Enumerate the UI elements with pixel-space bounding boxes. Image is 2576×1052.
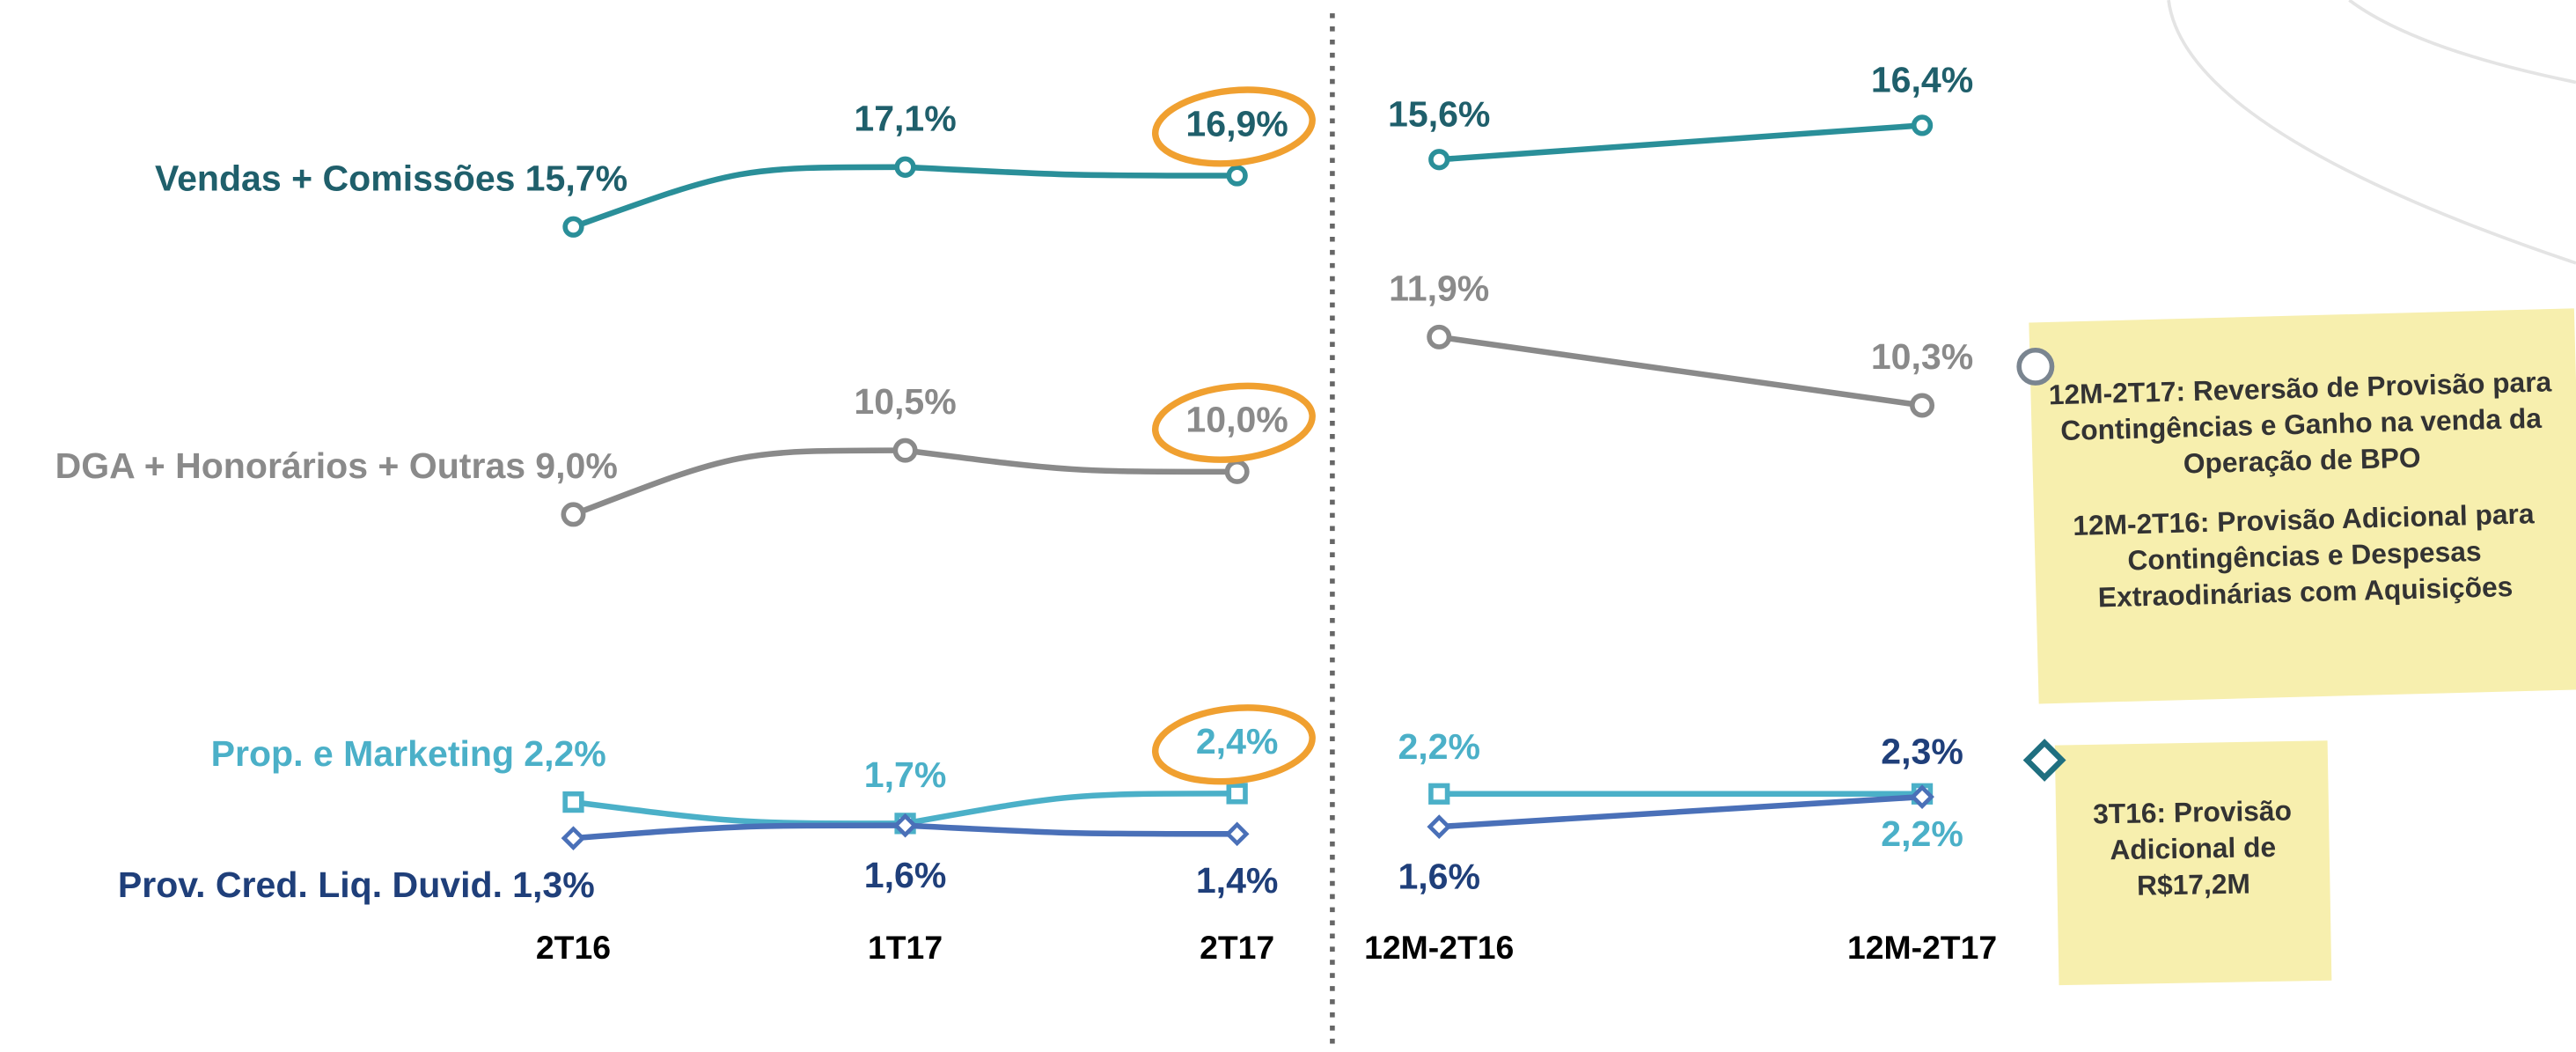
data-label: 15,6%: [1388, 94, 1490, 135]
marker: [1226, 783, 1248, 805]
data-label: 1,3%: [512, 864, 595, 905]
highlight: [1151, 86, 1316, 167]
note-text: 12M-2T17: Reversão de Provisão para Cont…: [2048, 366, 2552, 614]
data-label: 10,0%: [1185, 400, 1288, 440]
legend-entry: Prop. e Marketing: [211, 733, 514, 774]
data-label: 17,1%: [854, 98, 956, 138]
marker: [1910, 784, 1934, 809]
marker: [892, 813, 918, 838]
legend-entry: Prov. Cred. Liq. Duvid.: [118, 864, 503, 905]
marker: [1911, 114, 1934, 136]
series-label: Prov. Cred. Liq. Duvid. 1,3%: [118, 864, 595, 905]
note: 12M-2T16: Provisão Adicional para Contin…: [2072, 498, 2536, 614]
line: [1439, 122, 1923, 163]
marker: [894, 156, 916, 178]
data-label: 11,9%: [1389, 268, 1489, 308]
marker: [1224, 821, 1250, 847]
x-tick-label: 2T17: [1200, 929, 1274, 966]
data-label: 15,7%: [525, 158, 627, 198]
data-label: 2,2%: [1881, 813, 1963, 854]
data-label: 10,3%: [1871, 336, 1973, 377]
x-tick-label: 12M-2T16: [1364, 929, 1514, 966]
marker: [1910, 393, 1935, 418]
data-label: 16,4%: [1871, 60, 1973, 100]
highlight: [1151, 382, 1316, 463]
data-label: 16,9%: [1185, 103, 1288, 143]
marker: [1428, 783, 1450, 805]
marker: [1427, 324, 1452, 349]
marker: [562, 791, 584, 813]
data-label: 1,6%: [1398, 857, 1480, 897]
note-icon: [2022, 739, 2066, 782]
data-label: 10,5%: [854, 381, 956, 422]
marker: [1428, 149, 1450, 171]
note-bg: [2054, 740, 2332, 986]
x-tick-label: 1T17: [868, 929, 943, 966]
marker: [561, 502, 586, 527]
sticky-note: 3T16: Provisão Adicional de R$17,2M: [2054, 740, 2332, 986]
legend-entry: Vendas + Comissões: [155, 158, 516, 198]
data-label: 2,3%: [1881, 731, 1963, 771]
series-label: DGA + Honorários + Outras 9,0%: [55, 445, 618, 486]
series-label: Prop. e Marketing 2,2%: [211, 733, 606, 774]
data-label: 2,2%: [524, 733, 606, 774]
marker: [562, 216, 584, 238]
data-label: 2,4%: [1196, 721, 1279, 761]
legend-entry: DGA + Honorários + Outras: [55, 445, 525, 486]
line: [1438, 334, 1923, 408]
note: 12M-2T17: Reversão de Provisão para Cont…: [2048, 366, 2552, 481]
series-label: Vendas + Comissões 15,7%: [155, 158, 627, 198]
marker: [1226, 165, 1248, 187]
highlight: [1151, 704, 1316, 785]
marker: [892, 438, 918, 463]
x-tick-label: 2T16: [536, 929, 611, 966]
x-tick-label: 12M-2T17: [1847, 929, 1997, 966]
note: 3T16: Provisão Adicional de R$17,2M: [2092, 795, 2293, 902]
line: [1439, 793, 1923, 830]
data-label: 9,0%: [535, 445, 618, 486]
note-text: 3T16: Provisão Adicional de R$17,2M: [2092, 795, 2293, 902]
decoration: [2348, 0, 2576, 85]
data-label: 1,6%: [864, 855, 947, 895]
data-label: 1,7%: [864, 754, 947, 795]
data-label: 2,2%: [1398, 726, 1480, 767]
note-bg: [2029, 308, 2576, 704]
note-icon: [2016, 347, 2055, 386]
sticky-note: 12M-2T17: Reversão de Provisão para Cont…: [2029, 308, 2576, 704]
marker: [1427, 814, 1452, 839]
marker: [561, 826, 586, 851]
decoration: [2167, 0, 2576, 265]
marker: [1224, 459, 1250, 484]
data-label: 1,4%: [1196, 860, 1279, 901]
